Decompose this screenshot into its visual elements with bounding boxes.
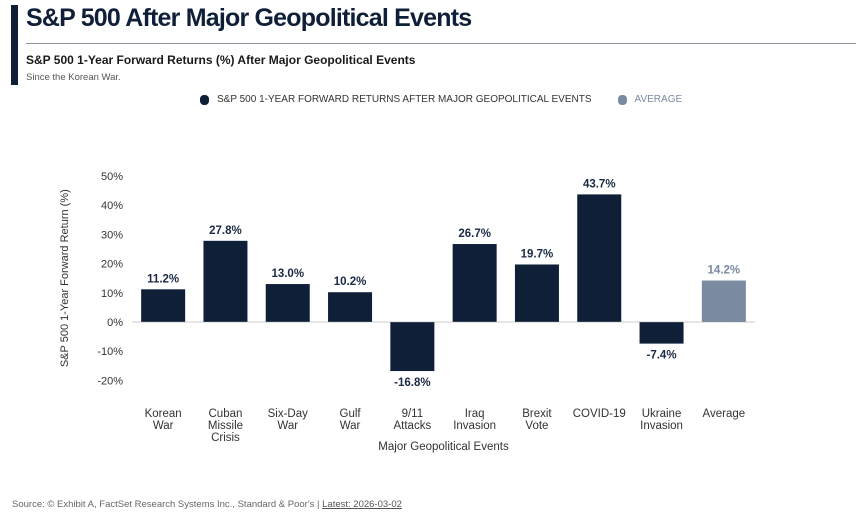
bar	[390, 322, 435, 372]
bar	[452, 244, 497, 322]
y-tick-label: 10%	[101, 288, 123, 300]
bar	[203, 240, 248, 322]
y-tick-label: -20%	[97, 375, 123, 387]
x-tick-label: War	[277, 420, 298, 432]
x-tick-label: 9/11	[402, 408, 424, 420]
bar	[514, 264, 559, 322]
x-tick-label: Invasion	[640, 420, 683, 432]
data-label: 13.0%	[271, 268, 304, 280]
data-label: 11.2%	[147, 273, 179, 285]
separator: |	[317, 499, 320, 510]
latest-date-link[interactable]: Latest: 2026-03-02	[322, 499, 402, 510]
data-label: 43.7%	[583, 178, 616, 190]
bar-chart: -20% -10% 0% 10% 20% 30% 40% 50% S&P 500 1-Year …	[59, 171, 755, 453]
x-tick-label: Korean	[145, 408, 182, 420]
legend-label-series: S&P 500 1-YEAR FORWARD RETURNS AFTER MAJ…	[217, 94, 592, 105]
source-text: Source: © Exhibit A, FactSet Research Sy…	[12, 499, 315, 510]
x-tick-label: Ukraine	[642, 408, 682, 420]
data-label: -16.8%	[394, 377, 430, 389]
divider	[26, 43, 856, 44]
x-tick-label: Brexit	[522, 408, 552, 420]
data-label: 26.7%	[458, 228, 491, 240]
y-tick-label: 30%	[101, 229, 123, 241]
bar	[701, 280, 746, 322]
data-label: 19.7%	[521, 248, 554, 260]
chart-subtitle: S&P 500 1-Year Forward Returns (%) After…	[26, 53, 416, 67]
x-tick-label: COVID-19	[573, 408, 626, 420]
x-tick-label: Iraq	[465, 408, 485, 420]
page-title: S&P 500 After Major Geopolitical Events	[26, 4, 472, 32]
data-label: 10.2%	[334, 276, 367, 288]
data-label: -7.4%	[647, 350, 677, 362]
data-label: 27.8%	[209, 225, 242, 237]
y-tick-label: 0%	[107, 317, 123, 329]
x-tick-label: Invasion	[453, 420, 496, 432]
chart-note: Since the Korean War.	[26, 72, 121, 83]
legend-label-average: AVERAGE	[634, 94, 683, 105]
bar	[577, 194, 622, 322]
x-tick-label: Crisis	[211, 432, 240, 444]
bar	[639, 322, 684, 344]
x-tick-label: Cuban	[209, 408, 243, 420]
bar	[328, 292, 373, 322]
y-tick-label: 50%	[101, 171, 123, 183]
legend-swatch-average	[617, 94, 627, 105]
x-tick-label: Attacks	[393, 420, 431, 432]
y-axis-title: S&P 500 1-Year Forward Return (%)	[59, 189, 71, 367]
x-tick-label: Average	[703, 408, 746, 420]
x-tick-label: War	[153, 420, 174, 432]
bar	[141, 289, 186, 322]
source-footer: Source: © Exhibit A, FactSet Research Sy…	[12, 499, 402, 510]
x-tick-label: War	[340, 420, 361, 432]
x-tick-label: Missile	[208, 420, 243, 432]
legend-swatch-series	[200, 94, 209, 105]
data-label: 14.2%	[708, 265, 741, 277]
x-axis-title: Major Geopolitical Events	[378, 441, 509, 453]
x-tick-label: Vote	[525, 420, 548, 432]
x-tick-label: Gulf	[340, 408, 362, 420]
bar	[265, 284, 310, 322]
y-tick-label: 40%	[101, 200, 123, 212]
y-tick-label: -10%	[97, 346, 123, 358]
title-accent-bar	[11, 5, 18, 85]
x-tick-label: Six-Day	[268, 408, 309, 420]
y-tick-label: 20%	[101, 259, 123, 271]
legend: S&P 500 1-YEAR FORWARD RETURNS AFTER MAJ…	[200, 94, 682, 105]
